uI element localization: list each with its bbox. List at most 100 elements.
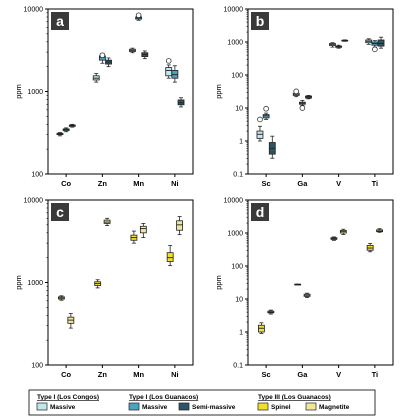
box-outlier <box>293 88 300 95</box>
y-axis-label: ppm <box>14 275 23 290</box>
y-tick-label: 10000 <box>24 7 44 14</box>
box-plot <box>56 132 64 137</box>
y-tick-label: 1000 <box>27 280 43 287</box>
box-plot <box>130 230 138 244</box>
box-plot <box>68 123 76 128</box>
box-plot <box>258 322 265 334</box>
y-tick-label: 100 <box>31 172 43 179</box>
panel-label-badge <box>51 12 69 30</box>
box-outlier <box>165 58 172 64</box>
panel-label-text: c <box>56 204 64 220</box>
box-plot <box>341 39 349 42</box>
box-plot <box>267 309 275 315</box>
x-category-label: Ti <box>372 370 379 379</box>
legend-item-label: Massive <box>142 404 168 411</box>
box-plot <box>298 99 306 111</box>
box-plot <box>166 245 174 267</box>
legend-frame <box>28 389 376 416</box>
box-plot <box>139 223 147 239</box>
box-plot <box>256 116 264 142</box>
y-tick-label: 10000 <box>224 198 244 205</box>
y-tick-label: 1 <box>239 139 243 146</box>
legend-swatch <box>305 402 317 411</box>
y-axis-ticks: 0.1 1 10 100 1000 10000 <box>224 7 248 179</box>
y-axis-label: ppm <box>14 84 23 99</box>
x-category-label: Ni <box>171 179 179 188</box>
legend-group: Type I (Los Guanacos) Massive Semi-massive <box>128 394 236 411</box>
x-category-label: Mn <box>133 370 144 379</box>
box-iqr <box>176 220 183 231</box>
box-outlier <box>263 105 269 112</box>
plot-frame <box>47 199 194 366</box>
y-tick-label: 100 <box>231 264 243 271</box>
x-category-label: Mn <box>133 179 144 188</box>
legend: Type I (Los Congos)Massive Type I (Los Gu… <box>28 389 376 416</box>
y-tick-label: 1 <box>239 330 243 337</box>
box-plot <box>165 58 173 79</box>
x-category-label: Ga <box>297 370 308 379</box>
x-category-label: Zn <box>98 370 108 379</box>
panel-label-text: b <box>256 13 265 29</box>
y-tick-label: 10 <box>235 297 243 304</box>
box-iqr <box>139 225 147 234</box>
box-plot <box>171 65 179 83</box>
box-plot <box>305 95 312 100</box>
box-iqr <box>262 114 270 119</box>
box-plot <box>335 44 343 49</box>
panel-label-a: a <box>51 12 69 30</box>
box-iqr <box>256 130 264 139</box>
y-tick-label: 0.1 <box>233 172 243 179</box>
box-iqr <box>377 39 385 47</box>
legend-swatch <box>128 402 140 411</box>
x-category-label: Co <box>61 370 71 379</box>
y-tick-label: 100 <box>231 73 243 80</box>
box-plot <box>67 313 75 329</box>
x-category-label: Zn <box>98 179 108 188</box>
legend-item-label: Spinel <box>271 404 291 411</box>
legend-group: Type III (Los Guanacos) Spinel Magnetite <box>257 394 350 411</box>
y-tick-label: 10000 <box>224 7 244 14</box>
box-iqr <box>165 67 173 77</box>
box-plot <box>129 47 136 54</box>
x-category-label: Ni <box>171 370 179 379</box>
legend-item-label: Magnetite <box>319 404 350 411</box>
panel-label-b: b <box>251 12 269 30</box>
chart-panel-a: 100 1000 10000 ppm Co Zn Mn Ni a <box>14 7 194 188</box>
box-outlier <box>257 116 263 123</box>
x-category-label: V <box>336 179 341 188</box>
legend-group: Type I (Los Congos) Massive <box>36 394 99 411</box>
box-plot <box>292 88 300 98</box>
y-axis-label: ppm <box>214 275 223 290</box>
box-plot <box>135 12 143 21</box>
box-plot <box>268 135 276 159</box>
x-category-label: V <box>336 370 341 379</box>
box-plot <box>62 127 70 133</box>
y-tick-label: 1000 <box>227 40 243 47</box>
panel-label-badge <box>51 203 69 221</box>
panel-label-text: d <box>256 204 265 220</box>
box-plot <box>294 283 302 286</box>
y-tick-label: 100 <box>31 363 43 370</box>
box-plot <box>339 228 347 235</box>
box-plot <box>92 73 100 83</box>
box-plot <box>330 236 338 241</box>
y-axis-ticks: 0.1 1 10 100 1000 10000 <box>224 198 248 370</box>
box-outlier <box>99 52 106 59</box>
box-plot <box>105 57 112 68</box>
y-tick-label: 0.1 <box>233 363 243 370</box>
panel-label-badge <box>251 203 269 221</box>
box-plot <box>94 279 102 289</box>
box-plot <box>371 40 379 53</box>
box-plot <box>303 292 311 299</box>
box-outlier <box>135 12 142 19</box>
x-category-label: Sc <box>262 370 271 379</box>
box-plot <box>177 97 185 108</box>
box-plot <box>377 36 385 49</box>
y-tick-label: 10000 <box>24 198 44 205</box>
chart-panel-d: 0.1 1 10 100 1000 10000 ppm Sc Ga V Ti d <box>214 198 394 379</box>
x-category-label: Ti <box>372 179 379 188</box>
y-axis-ticks: 100 1000 10000 <box>24 7 48 179</box>
box-plot <box>366 243 374 253</box>
box-plot <box>103 217 111 226</box>
